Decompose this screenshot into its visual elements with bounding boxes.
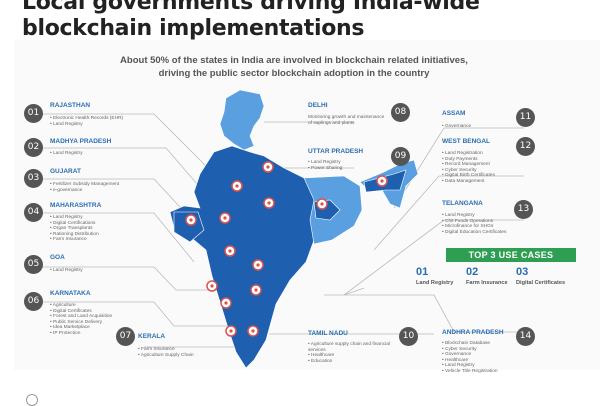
use-case-list: Farm Insurance Agriculture Supply Chain: [138, 347, 194, 358]
use-case-list: Land Registry Digital Certifications Org…: [50, 215, 99, 243]
number-badge: 05: [24, 255, 43, 274]
number-badge: 01: [24, 104, 43, 123]
number-badge: 09: [391, 147, 410, 166]
top-use-case-1: 01 Land Registry: [416, 266, 454, 286]
infographic-subtitle: About 50% of the states in India are inv…: [120, 55, 468, 79]
number-badge: 02: [24, 138, 43, 157]
state-name: MADHYA PRADESH: [50, 138, 112, 145]
use-case-list: Agriculture supply chain and financial s…: [308, 342, 393, 364]
state-name: TELANGANA: [442, 200, 483, 207]
state-name: GOA: [50, 254, 65, 261]
number-badge: 08: [391, 103, 410, 122]
use-case-list: Agriculture Digital Certificates Forest …: [50, 303, 112, 337]
state-name: ASSAM: [442, 110, 466, 117]
use-case-list: Governance: [442, 124, 471, 130]
page-title: Local governments driving India-wide blo…: [22, 0, 480, 41]
number-badge: 12: [516, 137, 535, 156]
number-badge: 03: [24, 169, 43, 188]
use-case-list: Land Registry: [50, 268, 83, 274]
state-name: DELHI: [308, 102, 328, 109]
location-markers: [185, 161, 388, 337]
use-case-list: Land Registration Duty Payments Record M…: [442, 151, 495, 185]
top-use-case-3: 03 Digital Certificates: [516, 266, 566, 286]
footer-avatar-icon: [26, 394, 38, 406]
state-name: WEST BENGAL: [442, 138, 491, 145]
number-badge: 13: [514, 200, 533, 219]
use-case-list: Land Registry Chit Funds Operations Micr…: [442, 213, 506, 235]
number-badge: 11: [516, 108, 535, 127]
number-badge: 06: [24, 292, 43, 311]
state-name: TAMIL NADU: [308, 330, 348, 337]
india-blockchain-infographic: About 50% of the states in India are inv…: [14, 40, 600, 374]
dark-states: [169, 145, 355, 369]
number-badge: 10: [399, 327, 418, 346]
number-badge: 14: [516, 327, 535, 346]
number-badge: 07: [116, 327, 135, 346]
use-case-description: Monitoring growth and maintenance of sap…: [308, 115, 385, 126]
north-states: [219, 89, 265, 151]
use-case-list: Electronic Health Records (EHR) Land Reg…: [50, 116, 123, 127]
number-badge: 04: [24, 203, 43, 222]
use-case-list: Land Registry: [50, 151, 83, 157]
state-name: RAJASTHAN: [50, 102, 91, 109]
state-name: ANDHRA PRADESH: [442, 329, 504, 336]
state-name: UTTAR PRADESH: [308, 148, 364, 155]
state-name: GUJARAT: [50, 168, 81, 175]
top-use-cases-banner: TOP 3 USE CASES: [446, 248, 576, 262]
use-case-list: Fertilizer Subsidy Management e-governan…: [50, 182, 119, 193]
state-name: MAHARASHTRA: [50, 202, 102, 209]
state-name: KARNATAKA: [50, 290, 91, 297]
top-use-case-2: 02 Farm Insurance: [466, 266, 508, 286]
use-case-list: Blockchain Database Cyber Security Gover…: [442, 341, 498, 375]
use-case-list: Land Registry Power Sharing: [308, 160, 342, 171]
state-name: KERALA: [138, 333, 166, 340]
